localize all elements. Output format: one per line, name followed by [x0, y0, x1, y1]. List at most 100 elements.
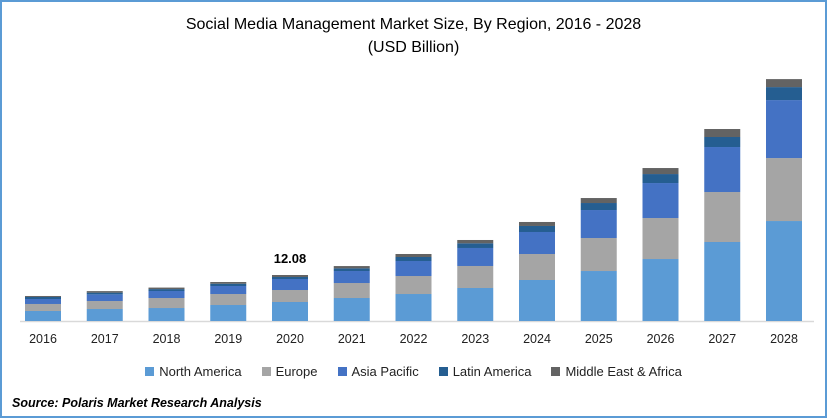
- bar-middle-east-africa-2021: [333, 266, 370, 269]
- chart-subtitle: (USD Billion): [367, 39, 460, 56]
- bar-middle-east-africa-2025: [580, 198, 617, 204]
- x-tick-label: 2018: [153, 332, 181, 346]
- bar-middle-east-africa-2018: [148, 287, 185, 290]
- bar-middle-east-africa-2019: [210, 282, 247, 284]
- bar-asia-pacific-2022: [395, 261, 432, 277]
- bar-middle-east-africa-2027: [704, 129, 741, 138]
- bar-north-america-2026: [642, 259, 679, 321]
- bar-middle-east-africa-2022: [395, 253, 432, 258]
- bar-north-america-2028: [766, 221, 802, 321]
- bar-north-america-2017: [86, 309, 123, 321]
- legend-swatch: [145, 367, 155, 376]
- bar-asia-pacific-2024: [519, 231, 555, 254]
- bar-asia-pacific-2023: [457, 247, 494, 266]
- x-tick-label: 2016: [29, 332, 57, 346]
- source-note: Source: Polaris Market Research Analysis: [12, 396, 262, 410]
- bar-asia-pacific-2020: [272, 279, 308, 291]
- bar-asia-pacific-2028: [766, 100, 802, 159]
- bar-europe-2026: [642, 218, 679, 260]
- bar-north-america-2022: [395, 294, 432, 321]
- bar-latin-america-2021: [333, 268, 370, 272]
- x-tick-label: 2017: [91, 332, 119, 346]
- bar-north-america-2027: [704, 242, 741, 321]
- legend-label: North America: [159, 364, 242, 379]
- bar-europe-2016: [25, 303, 61, 311]
- chart-title: Social Media Management Market Size, By …: [185, 16, 642, 33]
- legend-item: Europe: [261, 364, 318, 379]
- bar-north-america-2021: [333, 298, 370, 321]
- x-tick-label: 2021: [338, 332, 366, 346]
- bar-asia-pacific-2017: [86, 294, 123, 302]
- bar-latin-america-2019: [210, 283, 247, 287]
- x-tick-label: 2020: [276, 332, 304, 346]
- x-tick-label: 2026: [647, 332, 675, 346]
- bar-north-america-2018: [148, 308, 185, 321]
- legend-swatch: [337, 367, 347, 376]
- bar-asia-pacific-2016: [25, 298, 61, 304]
- legend-item: Middle East & Africa: [551, 364, 682, 379]
- legend-item: North America: [145, 364, 242, 379]
- bar-latin-america-2028: [766, 87, 802, 101]
- x-tick-label: 2028: [770, 332, 798, 346]
- bar-latin-america-2020: [272, 276, 308, 280]
- bar-europe-2019: [210, 294, 247, 306]
- bar-latin-america-2025: [580, 203, 617, 211]
- x-tick-label: 2027: [708, 332, 736, 346]
- legend-label: Europe: [275, 364, 318, 379]
- legend-label: Latin America: [452, 364, 532, 379]
- bar-north-america-2024: [519, 279, 555, 321]
- data-label: 12.08: [274, 251, 307, 266]
- bar-middle-east-africa-2028: [766, 79, 802, 88]
- bar-middle-east-africa-2026: [642, 168, 679, 175]
- bar-asia-pacific-2019: [210, 286, 247, 295]
- bar-north-america-2016: [25, 310, 61, 321]
- bar-north-america-2023: [457, 287, 494, 321]
- bar-latin-america-2026: [642, 174, 679, 184]
- bar-europe-2021: [333, 283, 370, 299]
- bar-latin-america-2027: [704, 137, 741, 148]
- bar-north-america-2025: [580, 271, 617, 321]
- bar-asia-pacific-2025: [580, 210, 617, 239]
- bar-latin-america-2017: [86, 292, 123, 295]
- x-tick-label: 2019: [214, 332, 242, 346]
- bar-europe-2017: [86, 301, 123, 310]
- legend-item: Latin America: [438, 364, 532, 379]
- legend-label: Middle East & Africa: [565, 364, 682, 379]
- bar-asia-pacific-2027: [704, 147, 741, 193]
- bar-europe-2028: [766, 158, 802, 222]
- legend-label: Asia Pacific: [351, 364, 419, 379]
- x-tick-label: 2023: [461, 332, 489, 346]
- bar-europe-2027: [704, 192, 741, 243]
- legend-swatch: [551, 367, 561, 376]
- bar-middle-east-africa-2017: [86, 291, 123, 293]
- bar-europe-2022: [395, 276, 432, 295]
- bar-middle-east-africa-2016: [25, 295, 61, 297]
- bar-latin-america-2022: [395, 257, 432, 262]
- bar-north-america-2019: [210, 305, 247, 321]
- legend-swatch: [438, 367, 448, 376]
- bar-asia-pacific-2021: [333, 271, 370, 284]
- bar-middle-east-africa-2024: [519, 221, 555, 226]
- bar-europe-2024: [519, 253, 555, 280]
- bar-europe-2023: [457, 265, 494, 288]
- bar-north-america-2020: [272, 302, 308, 321]
- bar-latin-america-2016: [25, 296, 61, 299]
- bar-middle-east-africa-2023: [457, 239, 494, 244]
- bar-latin-america-2018: [148, 289, 185, 292]
- legend-item: Asia Pacific: [337, 364, 419, 379]
- bar-latin-america-2024: [519, 225, 555, 232]
- bar-europe-2025: [580, 238, 617, 272]
- bar-europe-2018: [148, 298, 185, 309]
- bar-europe-2020: [272, 290, 308, 303]
- legend: North America Europe Asia Pacific Latin Ame…: [2, 364, 825, 379]
- bar-middle-east-africa-2020: [272, 275, 308, 277]
- bar-latin-america-2023: [457, 243, 494, 248]
- x-tick-label: 2025: [585, 332, 613, 346]
- bar-asia-pacific-2018: [148, 291, 185, 299]
- x-tick-label: 2024: [523, 332, 551, 346]
- bar-asia-pacific-2026: [642, 183, 679, 219]
- x-tick-label: 2022: [400, 332, 428, 346]
- legend-swatch: [261, 367, 271, 376]
